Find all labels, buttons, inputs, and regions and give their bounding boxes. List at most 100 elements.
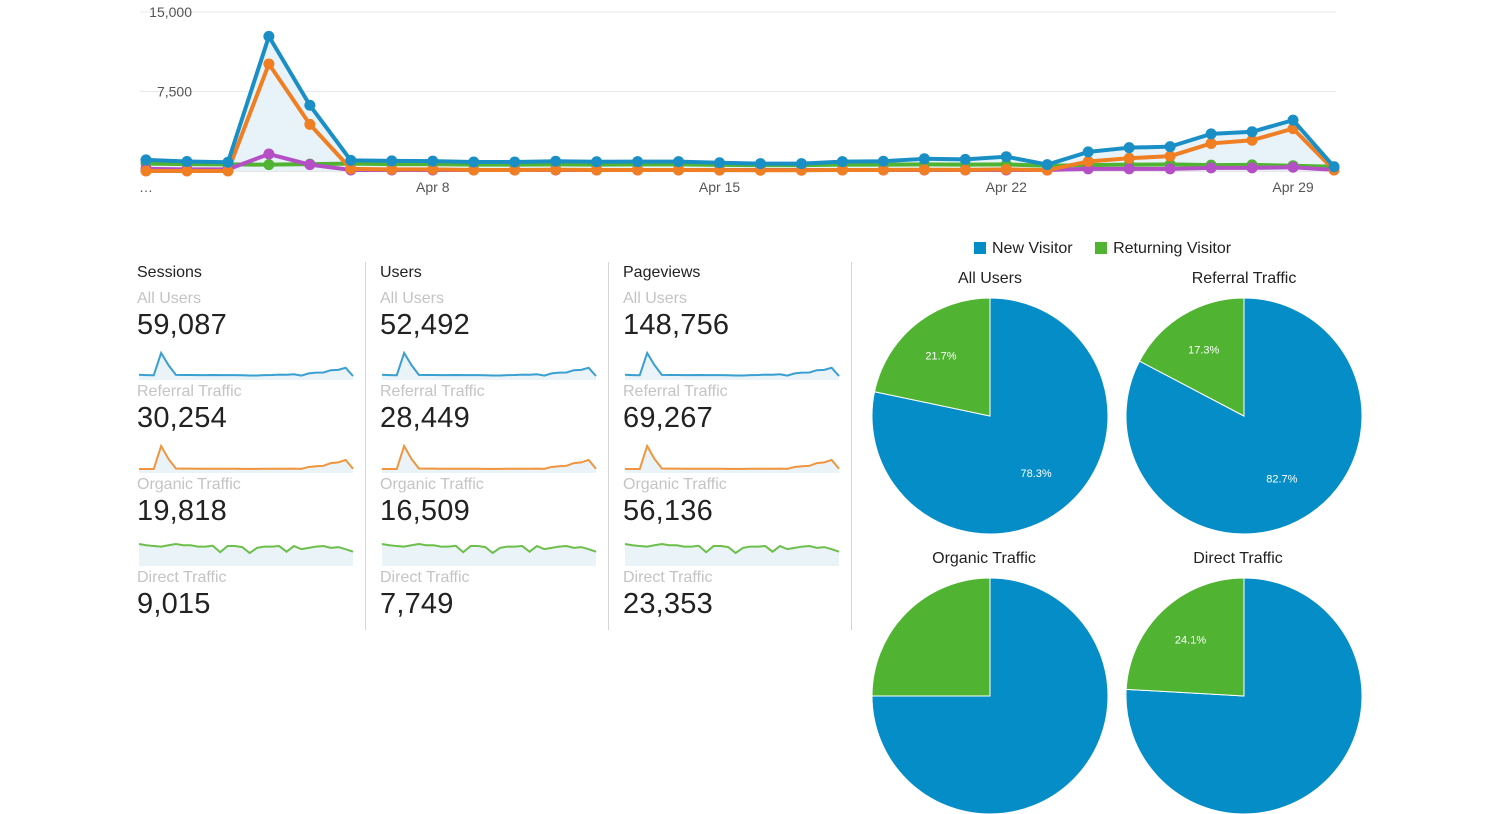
legend-item-new-visitor[interactable]: New Visitor — [974, 240, 1073, 258]
data-point[interactable] — [509, 156, 521, 168]
data-point[interactable] — [1000, 151, 1012, 163]
data-point[interactable] — [1082, 155, 1094, 167]
pie-title-referral-traffic: Referral Traffic — [1191, 270, 1297, 287]
data-point[interactable] — [1246, 162, 1258, 174]
sparkline-organic-traffic — [138, 542, 354, 566]
data-point[interactable] — [1205, 162, 1217, 174]
metric-title: Pageviews — [623, 264, 701, 281]
data-point[interactable] — [550, 155, 562, 167]
pie-title-all-users: All Users — [957, 270, 1022, 287]
pie-slice-label: 24.1% — [1175, 634, 1206, 646]
data-point[interactable] — [304, 99, 316, 111]
data-point[interactable] — [1164, 163, 1176, 175]
data-point[interactable] — [140, 154, 152, 166]
data-point[interactable] — [181, 155, 193, 167]
data-point[interactable] — [1164, 141, 1176, 153]
data-point[interactable] — [1287, 114, 1299, 126]
segment-label-all-users: All Users — [623, 290, 688, 307]
data-point[interactable] — [304, 118, 316, 130]
x-tick-label: Apr 29 — [1272, 179, 1313, 195]
data-point[interactable] — [222, 165, 234, 177]
segment-label-organic-traffic: Organic Traffic — [380, 476, 484, 493]
data-point[interactable] — [591, 164, 603, 176]
pie-title-direct-traffic: Direct Traffic — [1193, 550, 1283, 567]
data-point[interactable] — [222, 156, 234, 168]
data-point[interactable] — [386, 163, 398, 175]
sparkline-organic-traffic — [381, 542, 597, 566]
sparkline-line — [624, 350, 840, 377]
data-point[interactable] — [386, 155, 398, 167]
data-point[interactable] — [1205, 128, 1217, 140]
segment-label-all-users: All Users — [380, 290, 445, 307]
legend-label-new-visitor: New Visitor — [992, 240, 1073, 257]
sparkline-referral-traffic — [139, 443, 354, 473]
pie-slice-returning-visitor[interactable] — [1138, 298, 1245, 417]
data-point[interactable] — [345, 163, 357, 175]
data-point[interactable] — [263, 58, 275, 70]
segment-label-referral-traffic: Referral Traffic — [380, 383, 485, 400]
sparkline-line — [624, 542, 840, 555]
new-visitor-swatch — [974, 242, 986, 254]
data-point[interactable] — [836, 164, 848, 176]
data-point[interactable] — [345, 154, 357, 166]
pie-chart-organic-traffic — [872, 578, 1108, 814]
legend-label-returning-visitor: Returning Visitor — [1113, 240, 1232, 257]
sparkline-line — [139, 443, 354, 470]
data-point[interactable] — [918, 164, 930, 176]
data-point[interactable] — [1287, 161, 1299, 173]
data-point[interactable] — [263, 148, 275, 160]
data-point[interactable] — [1000, 163, 1012, 175]
data-point[interactable] — [754, 158, 766, 170]
data-point[interactable] — [1328, 161, 1340, 173]
data-point[interactable] — [1246, 134, 1258, 146]
data-point[interactable] — [509, 164, 521, 176]
data-point[interactable] — [1164, 150, 1176, 162]
data-point[interactable] — [1041, 159, 1053, 171]
data-point[interactable] — [140, 165, 152, 177]
data-point[interactable] — [959, 153, 971, 165]
sparkline-fill — [625, 544, 839, 566]
segment-value-organic-traffic: 56,136 — [623, 495, 713, 527]
pie-slice-returning-visitor[interactable] — [873, 298, 991, 417]
data-point[interactable] — [550, 164, 562, 176]
data-point[interactable] — [795, 158, 807, 170]
data-point[interactable] — [959, 164, 971, 176]
segment-value-all-users: 59,087 — [137, 309, 227, 341]
data-point[interactable] — [427, 155, 439, 167]
data-point[interactable] — [1082, 146, 1094, 158]
sparkline-all-users — [381, 350, 597, 380]
data-point[interactable] — [673, 164, 685, 176]
segment-label-referral-traffic: Referral Traffic — [623, 383, 728, 400]
segment-label-all-users: All Users — [137, 290, 202, 307]
data-point[interactable] — [714, 157, 726, 169]
sparkline-line — [382, 443, 597, 470]
data-point[interactable] — [632, 156, 644, 168]
data-point[interactable] — [836, 156, 848, 168]
legend-item-returning-visitor[interactable]: Returning Visitor — [1095, 240, 1231, 258]
data-point[interactable] — [1205, 137, 1217, 149]
data-point[interactable] — [632, 164, 644, 176]
data-point[interactable] — [468, 164, 480, 176]
data-point[interactable] — [181, 165, 193, 177]
data-point[interactable] — [591, 156, 603, 168]
data-point[interactable] — [1123, 163, 1135, 175]
metric-column-sessions: Sessions All Users 59,087 Referral Traffic 3… — [137, 262, 366, 630]
data-point[interactable] — [427, 163, 439, 175]
data-point[interactable] — [263, 30, 275, 42]
data-point[interactable] — [263, 159, 275, 171]
data-point[interactable] — [877, 164, 889, 176]
data-point[interactable] — [1246, 126, 1258, 138]
pie-slice-returning-visitor[interactable] — [872, 578, 991, 697]
sparkline-organic-traffic — [624, 542, 840, 566]
data-point[interactable] — [1123, 142, 1135, 154]
data-point[interactable] — [673, 156, 685, 168]
pie-chart-all-users: 78.3% 21.7% — [872, 298, 1108, 534]
data-point[interactable] — [468, 156, 480, 168]
data-point[interactable] — [918, 153, 930, 165]
segment-value-all-users: 52,492 — [380, 309, 470, 341]
sparkline-fill — [139, 544, 353, 566]
x-tick-label: … — [139, 179, 153, 195]
data-point[interactable] — [1123, 152, 1135, 164]
data-point[interactable] — [877, 155, 889, 167]
data-point[interactable] — [304, 159, 316, 171]
